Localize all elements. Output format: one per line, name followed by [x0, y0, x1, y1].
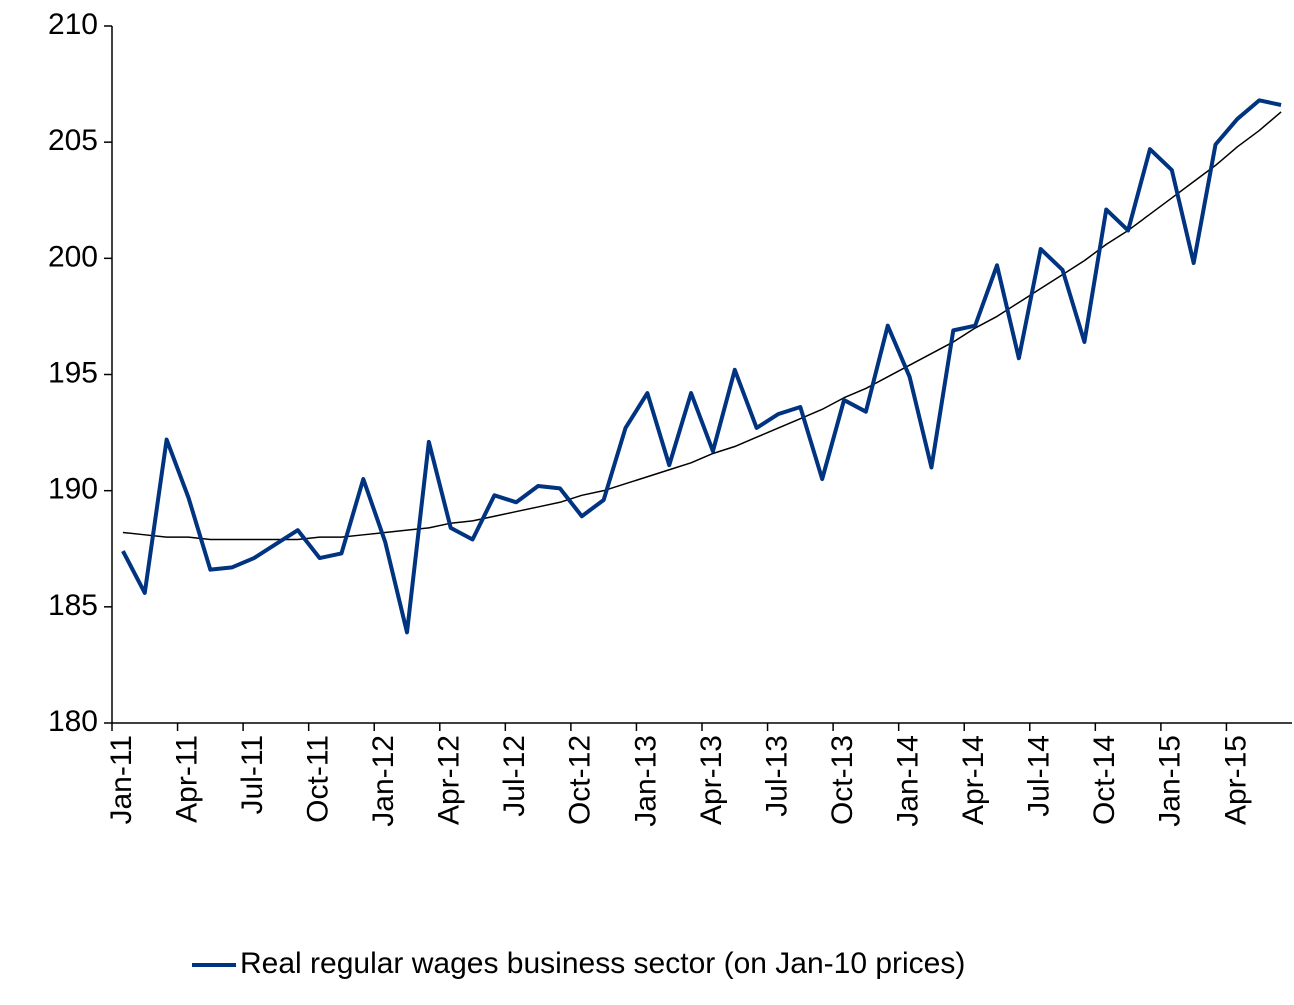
data-line: [121, 98, 1282, 635]
x-tick-label: Jan-14: [892, 735, 925, 827]
x-tick-label: Jan-11: [105, 735, 138, 825]
y-tick-label: 200: [48, 240, 98, 273]
x-tick-label: Jan-12: [367, 735, 400, 827]
x-tick-label: Apr-15: [1219, 735, 1252, 825]
x-tick-label: Jul-14: [1023, 735, 1056, 817]
x-tick-label: Oct-14: [1088, 735, 1121, 825]
y-tick-label: 185: [48, 589, 98, 622]
x-tick-label: Apr-12: [433, 735, 466, 825]
x-tick-label: Oct-13: [826, 735, 859, 825]
x-tick-label: Apr-13: [695, 735, 728, 825]
y-tick-label: 195: [48, 356, 98, 389]
y-tick-label: 210: [48, 8, 98, 41]
x-tick-label: Oct-11: [302, 735, 335, 823]
x-tick-label: Jan-13: [629, 735, 662, 827]
legend-label: Real regular wages business sector (on J…: [240, 947, 965, 980]
x-tick-label: Oct-12: [564, 735, 597, 825]
y-tick-label: 205: [48, 124, 98, 157]
trend-line: [122, 111, 1282, 541]
y-tick-label: 180: [48, 705, 98, 738]
y-tick-label: 190: [48, 473, 98, 506]
x-tick-label: Jul-11: [236, 735, 269, 814]
x-tick-label: Jul-13: [760, 735, 793, 817]
x-tick-label: Apr-11: [170, 735, 203, 823]
x-tick-label: Apr-14: [957, 735, 990, 825]
x-tick-label: Jul-12: [498, 735, 531, 817]
x-tick-label: Jan-15: [1154, 735, 1187, 827]
